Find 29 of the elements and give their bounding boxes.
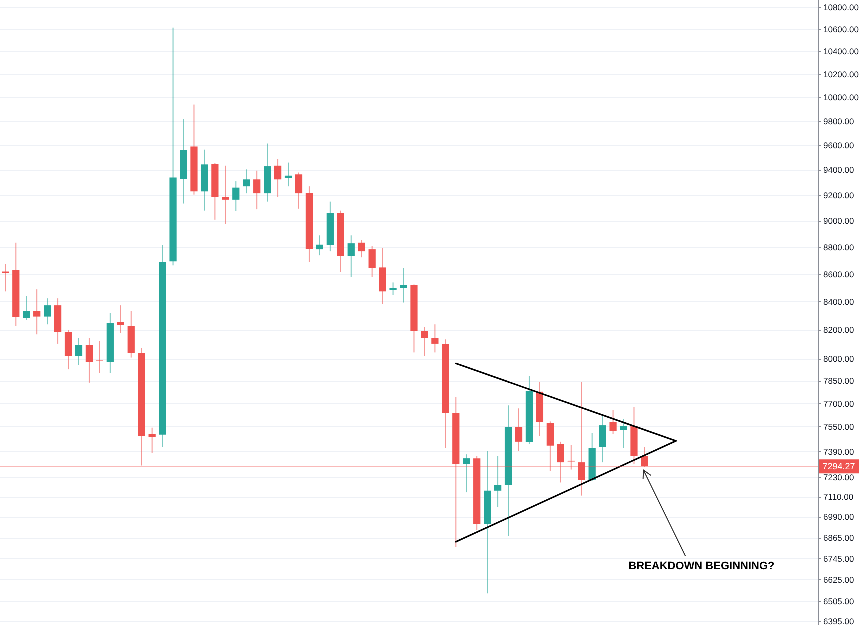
y-tick-label: 9800.00 — [824, 116, 854, 126]
y-tick-label: 8800.00 — [824, 242, 854, 252]
y-tick-label: 9600.00 — [824, 140, 854, 150]
y-tick-label: 6625.00 — [824, 574, 854, 585]
y-tick-label: 7550.00 — [824, 422, 854, 432]
y-tick-label: 7230.00 — [824, 472, 854, 483]
y-tick-label: 8000.00 — [824, 354, 854, 364]
y-tick-label: 10000.00 — [824, 92, 860, 103]
y-tick-label: 6505.00 — [824, 596, 854, 606]
y-tick-label: 7700.00 — [824, 398, 854, 409]
y-tick-label: 6990.00 — [824, 512, 854, 522]
annotation: BREAKDOWN BEGINNING? — [628, 560, 776, 572]
y-tick-label: 9200.00 — [824, 190, 854, 200]
y-tick-label: 8600.00 — [824, 269, 854, 280]
y-tick-label: 8400.00 — [824, 296, 854, 307]
y-tick-label: 9000.00 — [824, 216, 854, 226]
y-tick-label: 10400.00 — [824, 46, 860, 57]
y-tick-label: 6865.00 — [824, 533, 854, 544]
y-tick-label: 10200.00 — [824, 69, 860, 80]
y-tick-label: 7110.00 — [824, 492, 854, 502]
y-tick-label: 6395.00 — [824, 616, 854, 625]
ref-line-label: 7294.27 — [822, 462, 856, 472]
y-tick-label: 9400.00 — [824, 165, 854, 176]
y-tick-label: 8200.00 — [824, 325, 854, 336]
y-tick-label: 10600.00 — [824, 24, 860, 34]
y-tick-label: 6745.00 — [824, 554, 854, 564]
y-tick-label: 10800.00 — [824, 2, 860, 13]
y-tick-label: 7390.00 — [824, 446, 854, 457]
y-tick-label: 7850.00 — [824, 376, 854, 386]
